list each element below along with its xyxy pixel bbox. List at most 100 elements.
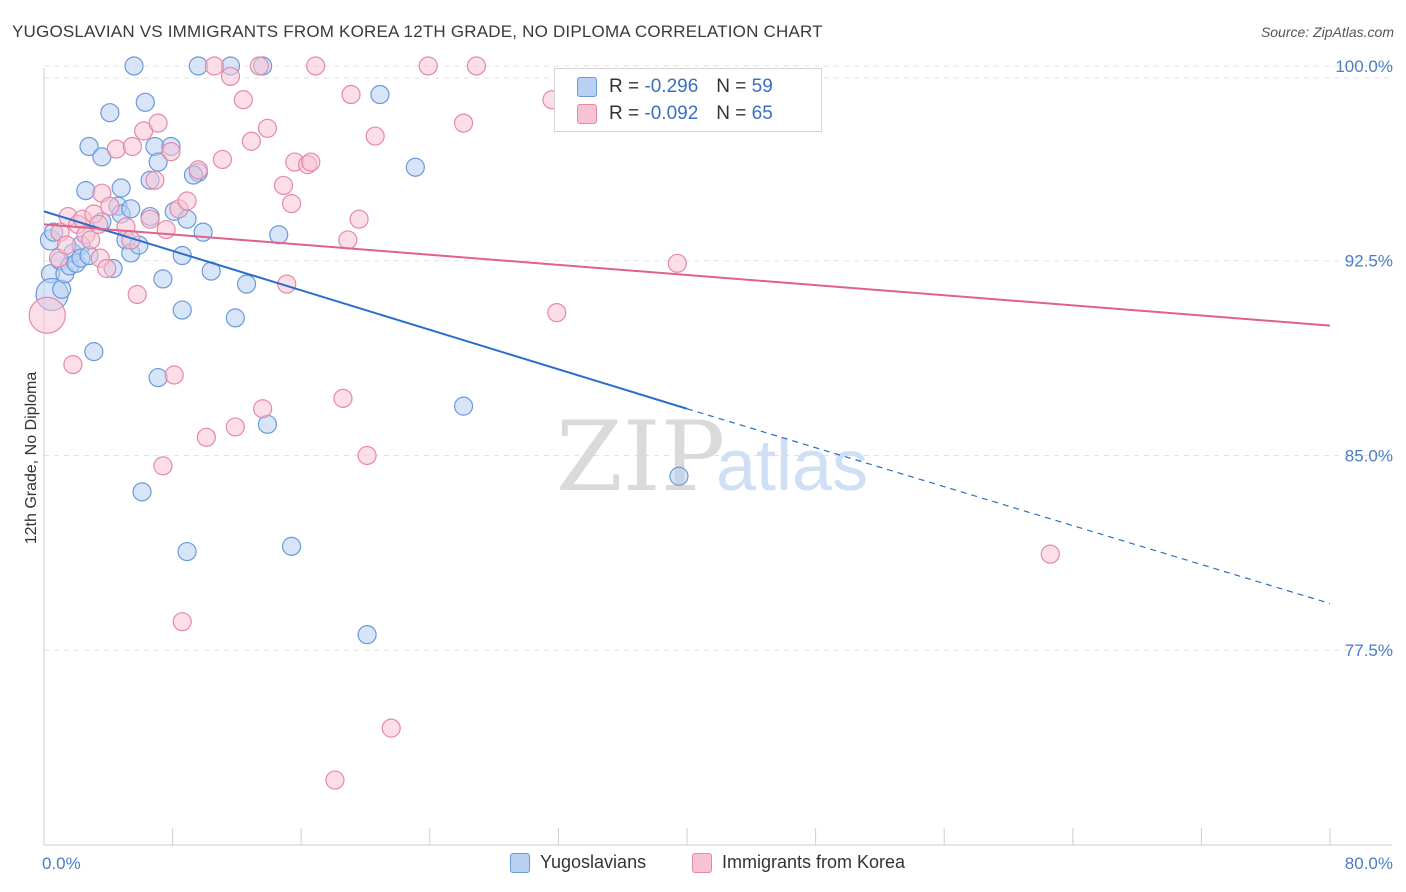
data-point	[177, 191, 197, 211]
data-point	[418, 56, 438, 76]
data-point	[196, 427, 216, 447]
data-point	[164, 365, 184, 385]
legend-r-value: -0.092	[644, 103, 699, 124]
data-point	[253, 399, 273, 419]
legend-n-value: 59	[751, 76, 773, 97]
legend-r-label: R =	[609, 76, 640, 97]
data-point	[333, 388, 353, 408]
data-point	[249, 56, 270, 76]
data-point	[233, 90, 253, 110]
data-point	[188, 160, 208, 180]
data-point	[667, 253, 687, 273]
legend-item-yugoslavians[interactable]: Yugoslavians	[510, 852, 646, 873]
data-point	[172, 300, 192, 320]
data-point	[405, 157, 425, 177]
data-point	[121, 199, 141, 219]
legend-n-label: N =	[716, 76, 747, 97]
y-tick-label: 85.0%	[1345, 446, 1393, 465]
data-point	[338, 230, 358, 250]
y-tick-label: 100.0%	[1335, 57, 1393, 76]
data-point	[281, 536, 302, 556]
legend-r-label: R =	[609, 103, 640, 124]
data-point	[161, 142, 181, 162]
data-point	[148, 113, 168, 133]
data-point	[365, 126, 385, 146]
series-korea-points	[28, 56, 1060, 790]
data-point	[225, 308, 245, 328]
data-point	[124, 56, 144, 76]
data-point	[84, 342, 104, 362]
data-point	[212, 149, 233, 170]
source-label: Source: ZipAtlas.com	[1260, 24, 1394, 40]
data-point	[453, 396, 474, 416]
data-point	[100, 196, 120, 216]
legend-item-korea[interactable]: Immigrants from Korea	[692, 852, 905, 873]
data-point	[325, 770, 345, 790]
data-point	[188, 56, 208, 76]
y-tick-label: 77.5%	[1345, 641, 1393, 660]
legend-row-yugoslavians: R = -0.296 N = 59	[577, 75, 773, 99]
data-point	[306, 56, 326, 76]
data-point	[220, 66, 241, 86]
data-point	[132, 482, 152, 502]
axes	[43, 68, 1392, 846]
data-point	[145, 170, 165, 190]
data-point	[52, 279, 72, 299]
data-point	[148, 152, 168, 172]
data-point	[547, 303, 567, 323]
chart-title: YUGOSLAVIAN VS IMMIGRANTS FROM KOREA 12T…	[12, 22, 823, 41]
data-point	[241, 131, 261, 151]
data-point	[127, 284, 147, 305]
legend-swatch-pink	[692, 852, 712, 873]
data-point	[273, 175, 294, 196]
data-point	[349, 209, 369, 229]
data-point	[269, 225, 289, 245]
data-point	[145, 136, 165, 157]
trend-line-yugoslavians-extension	[686, 408, 1331, 605]
data-point	[148, 367, 168, 388]
data-point	[257, 118, 278, 138]
data-point	[381, 718, 401, 738]
data-point	[56, 235, 77, 255]
data-point	[357, 625, 377, 645]
legend-swatch-blue	[577, 77, 597, 97]
legend-swatch-blue	[510, 852, 530, 873]
data-point	[177, 541, 197, 562]
data-point	[669, 466, 689, 486]
data-point	[140, 209, 160, 229]
data-point	[135, 92, 155, 112]
legend-row-korea: R = -0.092 N = 65	[577, 102, 773, 126]
watermark-zip: ZIP	[556, 401, 725, 513]
gridlines	[44, 65, 1392, 651]
data-point	[236, 274, 257, 294]
data-point	[466, 56, 487, 76]
data-point	[172, 612, 192, 632]
data-point	[156, 219, 176, 240]
data-point	[225, 417, 245, 437]
legend-label-yugoslavians: Yugoslavians	[540, 852, 647, 872]
data-point	[193, 222, 213, 242]
data-point	[204, 56, 224, 76]
data-point	[1040, 544, 1060, 564]
series-legend: Yugoslavians Immigrants from Korea	[0, 852, 1406, 878]
data-point	[63, 354, 83, 375]
watermark-atlas: atlas	[716, 426, 868, 506]
trend-lines	[43, 210, 1331, 605]
data-point	[153, 456, 173, 476]
data-point	[122, 136, 143, 157]
legend-r-value: -0.296	[644, 76, 699, 97]
data-point	[106, 139, 126, 159]
trend-line-korea	[43, 223, 1331, 327]
data-point	[81, 230, 101, 250]
watermark: ZIP atlas	[556, 401, 868, 513]
data-point	[28, 296, 66, 334]
data-point	[97, 258, 117, 279]
data-point	[76, 181, 96, 201]
legend-n-value: 65	[751, 103, 773, 124]
data-point	[100, 103, 120, 123]
data-point	[301, 152, 321, 172]
tick-labels: 100.0% 92.5% 85.0% 77.5% 0.0% 80.0%	[42, 57, 1393, 873]
data-point	[357, 445, 377, 466]
data-point	[153, 269, 173, 289]
